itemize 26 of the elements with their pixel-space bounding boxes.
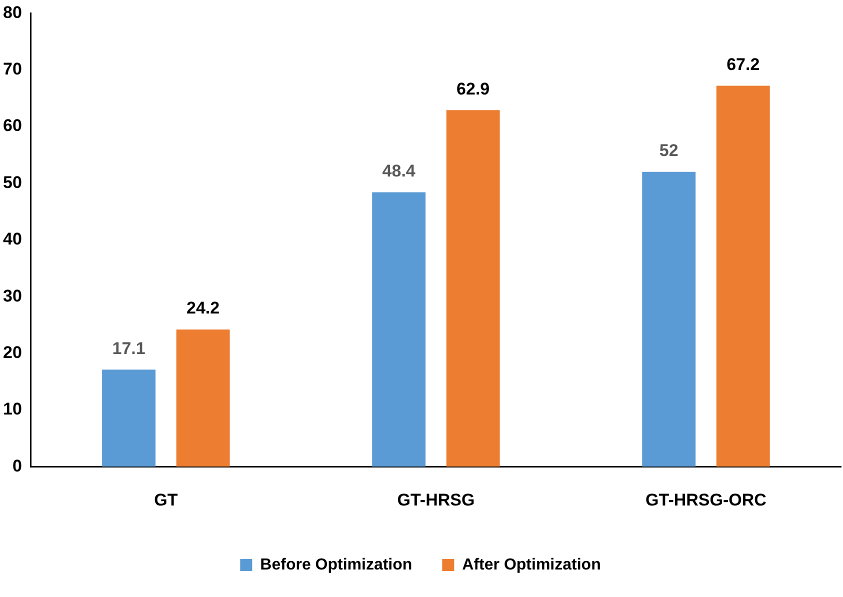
y-tick-label: 30 (2, 286, 22, 306)
y-tick-label: 40 (2, 230, 22, 249)
y-tick-label: 0 (12, 456, 22, 476)
bar (176, 329, 230, 467)
bar (642, 172, 696, 467)
bar (102, 370, 156, 467)
data-label: 67.2 (726, 54, 760, 74)
y-tick-label: 70 (2, 60, 22, 79)
bar (716, 86, 770, 467)
data-label: 52 (659, 141, 678, 160)
legend-label: After Optimization (462, 556, 601, 574)
bar (372, 192, 426, 467)
x-tick-label: GT-HRSG-ORC (646, 490, 766, 510)
data-label: 62.9 (456, 79, 490, 98)
data-label: 24.2 (186, 298, 220, 318)
data-label: 48.4 (382, 161, 416, 180)
data-label: 17.1 (112, 338, 146, 358)
legend-label: Before Optimization (260, 556, 412, 574)
y-tick-label: 60 (2, 116, 22, 136)
y-tick-label: 20 (2, 342, 22, 362)
y-tick-label: 50 (2, 172, 22, 192)
bar (446, 110, 500, 467)
x-tick-label: GT (154, 490, 178, 510)
y-tick-label: 10 (2, 400, 22, 419)
x-tick-label: GT-HRSG (397, 490, 475, 510)
y-tick-label: 80 (2, 2, 22, 22)
